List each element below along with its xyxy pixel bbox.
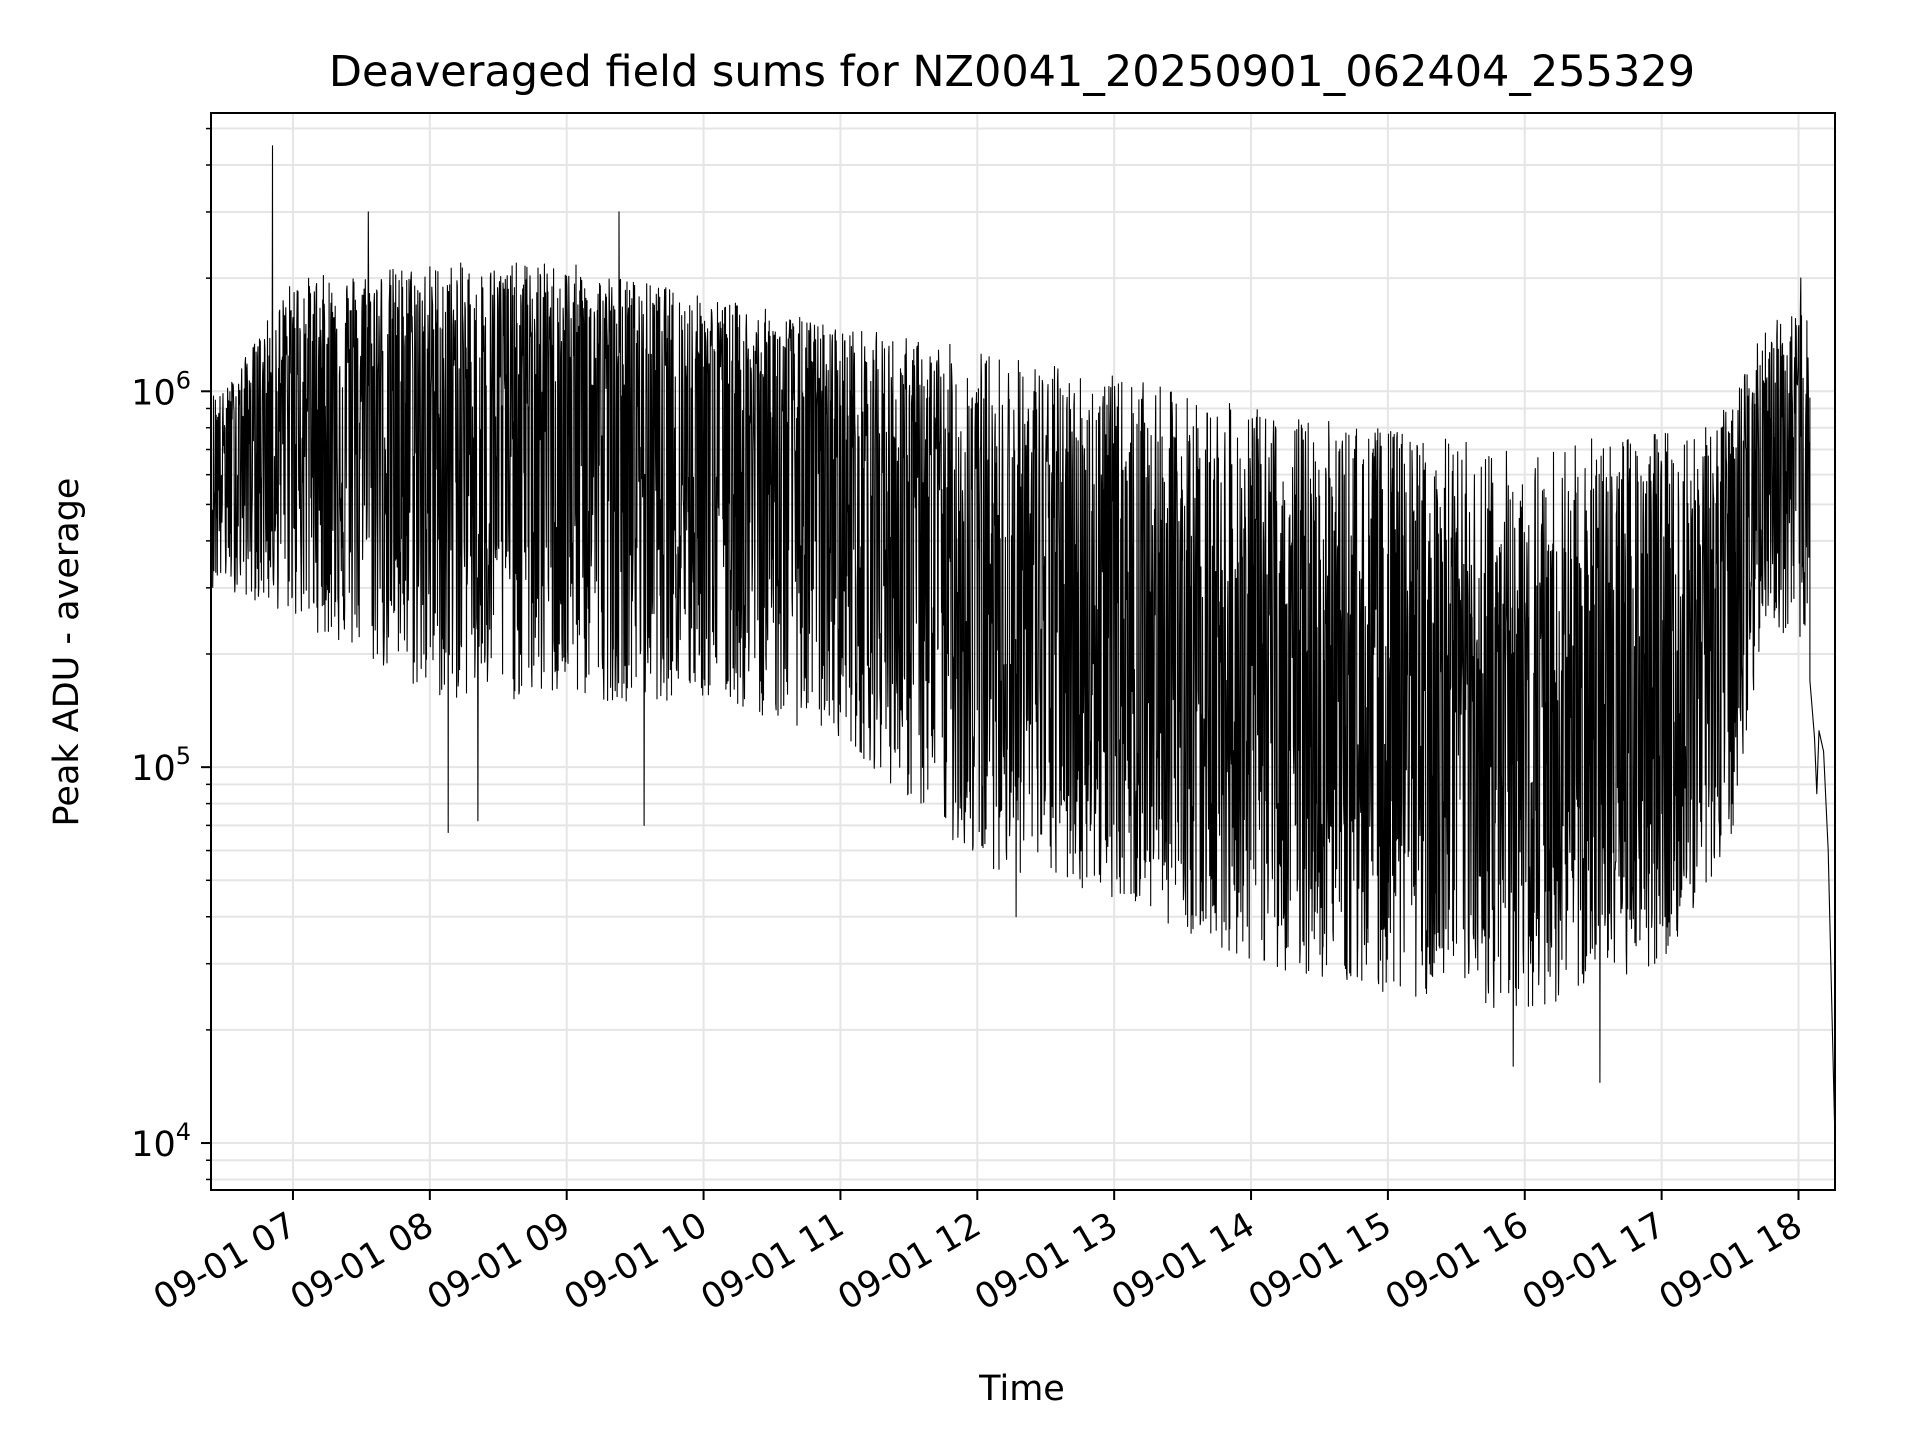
plot-frame <box>210 112 1836 1191</box>
y-axis-label: Peak ADU - average <box>47 478 87 827</box>
chart-title: Deaveraged field sums for NZ0041_2025090… <box>329 47 1695 97</box>
y-tick-label: 106 <box>131 366 191 413</box>
x-axis-label: Time <box>978 1369 1065 1409</box>
series-line <box>211 145 1836 1144</box>
y-axis-ticks: 104 105 106 <box>131 127 211 1181</box>
y-tick-label: 104 <box>131 1118 191 1165</box>
y-tick-label: 105 <box>131 742 191 789</box>
plot-series <box>211 145 1836 1144</box>
